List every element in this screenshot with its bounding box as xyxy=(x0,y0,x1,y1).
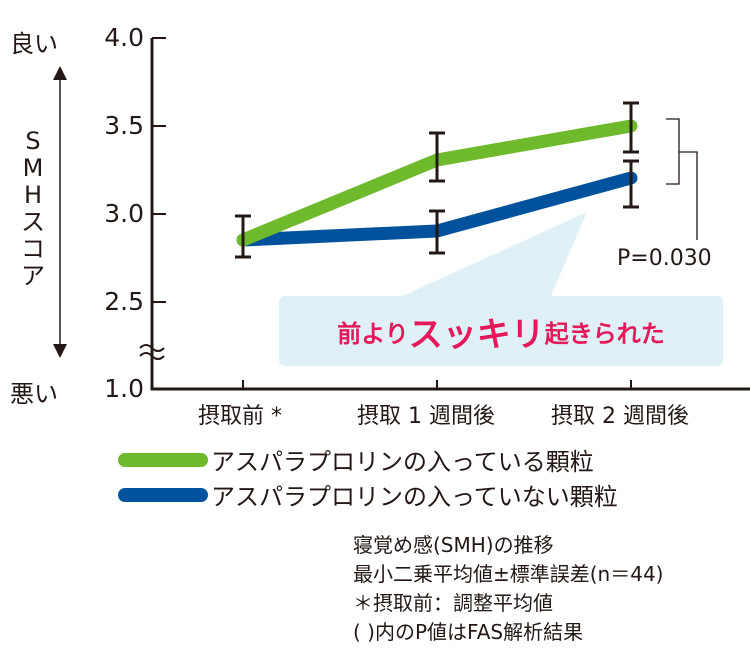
callout-box: 前より スッキリ 起きられた xyxy=(279,296,723,366)
legend-item-without: アスパラプロリンの入っていない顆粒 xyxy=(118,477,618,512)
footnote-line: ( )内のP値はFAS解析結果 xyxy=(353,620,584,644)
y-tick-label: 1.0 xyxy=(104,374,144,403)
x-ticks xyxy=(242,380,632,389)
y-axis-title-char: M xyxy=(22,154,44,182)
y-tick-label: 3.5 xyxy=(104,111,144,140)
y-axis-title-char: ス xyxy=(21,208,45,236)
callout-text-emphasis: スッキリ xyxy=(408,314,545,355)
y-axis-title-char: S xyxy=(25,127,41,155)
axis-break-icon xyxy=(139,344,165,360)
error-bars xyxy=(235,101,639,259)
arrow-down-icon xyxy=(53,344,67,358)
arrow-up-icon xyxy=(53,66,67,80)
p-value-label: P=0.030 xyxy=(617,246,712,271)
x-label-baseline: 摂取前 * xyxy=(198,404,282,429)
y-tick-label: 2.5 xyxy=(104,287,144,316)
footnote-line: ＊摂取前：調整平均値 xyxy=(353,591,553,615)
callout-pointer xyxy=(398,212,587,298)
footnotes: 寝覚め感(SMH)の推移 最小二乗平均値±標準誤差(n＝44) ＊摂取前：調整平… xyxy=(353,531,664,647)
callout-text-pre: 前より xyxy=(337,319,409,348)
footnote-line: 寝覚め感(SMH)の推移 xyxy=(353,533,554,557)
footnote-line: 最小二乗平均値±標準誤差(n＝44) xyxy=(353,562,664,586)
callout-text-post: 起きられた xyxy=(544,319,665,348)
y-axis-title-char: ア xyxy=(21,262,45,290)
legend-item-with: アスパラプロリンの入っている顆粒 xyxy=(118,442,594,477)
legend-label: アスパラプロリンの入っていない顆粒 xyxy=(211,483,618,511)
y-axis-title-char: H xyxy=(23,181,43,209)
y-tick-label: 3.0 xyxy=(104,199,144,228)
significance-bracket xyxy=(666,118,698,240)
y-ticks xyxy=(152,37,166,303)
y-bottom-label: 悪い xyxy=(10,380,58,408)
x-label-week2: 摂取 2 週間後 xyxy=(551,404,689,429)
y-axis-title-char: コ xyxy=(21,235,45,263)
legend-label: アスパラプロリンの入っている顆粒 xyxy=(211,448,594,476)
legend-swatch-green xyxy=(118,452,208,467)
y-top-label: 良い xyxy=(10,30,58,58)
legend-swatch-blue xyxy=(118,487,208,502)
y-axis-title: S M H ス コ ア xyxy=(18,128,48,290)
y-tick-label: 4.0 xyxy=(104,23,144,52)
x-label-week1: 摂取 1 週間後 xyxy=(357,404,495,429)
